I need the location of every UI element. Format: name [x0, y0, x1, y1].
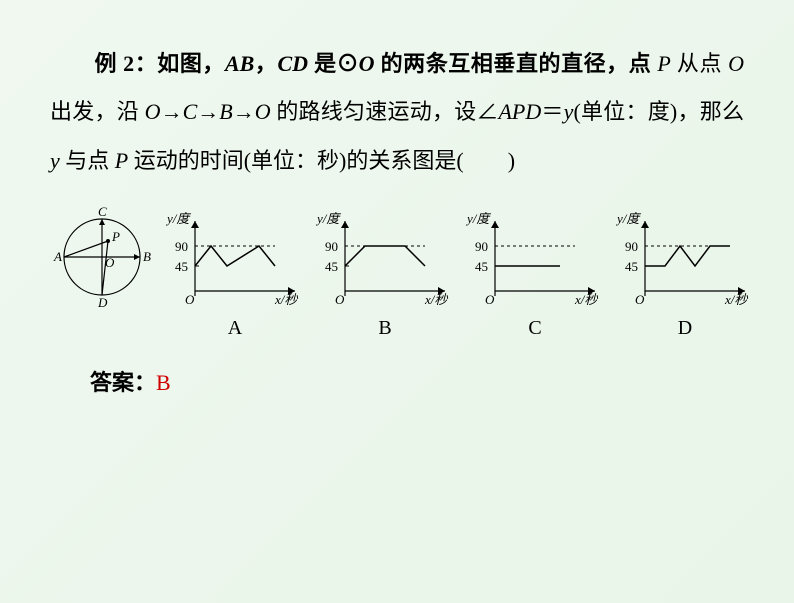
- figures-row: A B C D O P y/度 x/秒 O 90 45 A: [50, 205, 744, 340]
- option-d-label: D: [678, 317, 692, 340]
- answer-label: 答案：: [90, 370, 156, 395]
- svg-text:y/度: y/度: [615, 211, 641, 226]
- problem-statement: 例 2：如图，AB，CD 是⊙O 的两条互相垂直的直径，点 P 从点 O 出发，…: [50, 40, 744, 185]
- svg-text:y/度: y/度: [165, 211, 191, 226]
- svg-text:90: 90: [325, 239, 338, 254]
- option-a-label: A: [228, 317, 242, 340]
- svg-text:x/秒: x/秒: [274, 292, 298, 307]
- circle-diagram: A B C D O P: [50, 205, 155, 340]
- option-c-label: C: [528, 317, 541, 340]
- svg-text:45: 45: [625, 259, 638, 274]
- graph-option-b: y/度 x/秒 O 90 45 B: [315, 211, 455, 340]
- svg-text:D: D: [97, 295, 108, 310]
- svg-text:y/度: y/度: [315, 211, 341, 226]
- answer-line: 答案：B: [90, 365, 744, 397]
- svg-text:y/度: y/度: [465, 211, 491, 226]
- svg-text:90: 90: [175, 239, 188, 254]
- option-b-label: B: [378, 317, 391, 340]
- svg-text:O: O: [185, 292, 195, 307]
- svg-text:90: 90: [625, 239, 638, 254]
- svg-text:x/秒: x/秒: [574, 292, 598, 307]
- graph-option-a: y/度 x/秒 O 90 45 A: [165, 211, 305, 340]
- svg-text:O: O: [105, 255, 115, 270]
- svg-text:45: 45: [475, 259, 488, 274]
- svg-text:C: C: [98, 205, 107, 219]
- svg-text:O: O: [335, 292, 345, 307]
- svg-text:45: 45: [325, 259, 338, 274]
- svg-text:O: O: [485, 292, 495, 307]
- svg-text:B: B: [143, 249, 151, 264]
- answer-value: B: [156, 370, 171, 395]
- svg-text:90: 90: [475, 239, 488, 254]
- graph-option-c: y/度 x/秒 O 90 45 C: [465, 211, 605, 340]
- svg-text:x/秒: x/秒: [424, 292, 448, 307]
- example-label: 例 2：: [94, 51, 157, 76]
- svg-text:A: A: [53, 249, 62, 264]
- svg-text:P: P: [111, 229, 120, 244]
- svg-text:x/秒: x/秒: [724, 292, 748, 307]
- svg-text:45: 45: [175, 259, 188, 274]
- svg-text:O: O: [635, 292, 645, 307]
- graph-option-d: y/度 x/秒 O 90 45 D: [615, 211, 755, 340]
